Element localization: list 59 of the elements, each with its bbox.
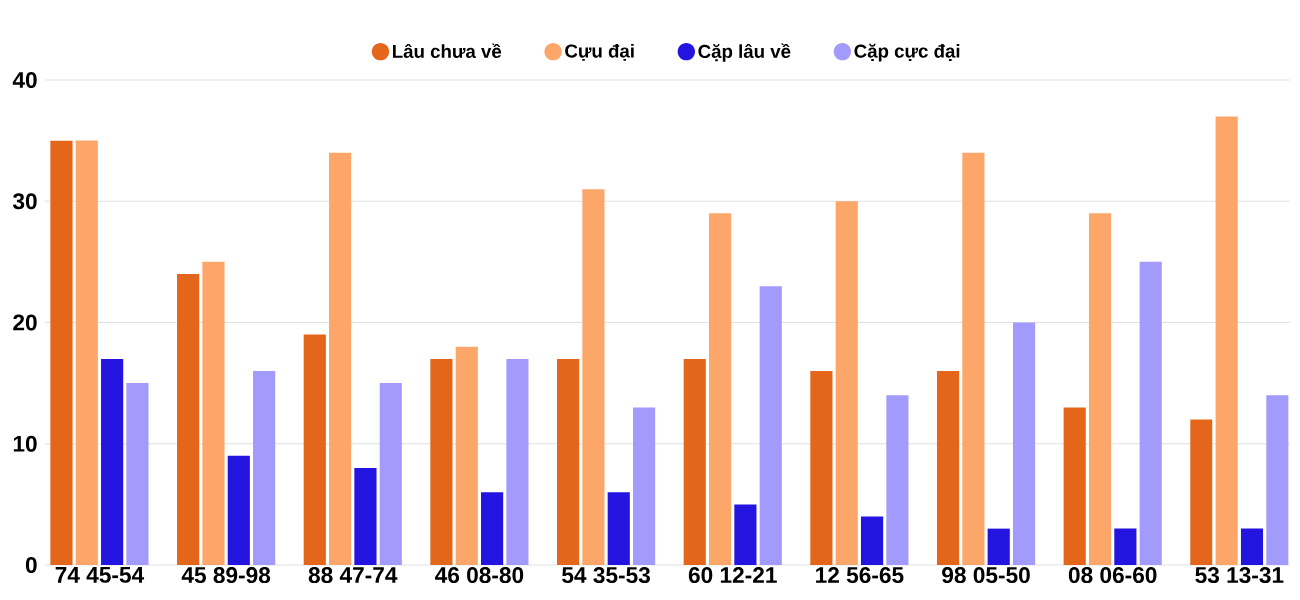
bar bbox=[1012, 322, 1036, 565]
legend-label: Cặp cực đại bbox=[854, 43, 960, 62]
bar bbox=[354, 468, 377, 565]
bar bbox=[1190, 419, 1213, 565]
x-tick-label: 08 06-60 bbox=[1068, 567, 1157, 584]
y-tick-label: 0 bbox=[25, 556, 37, 574]
legend-label: Cựu đại bbox=[565, 43, 634, 61]
legend-label: Cặp lâu về bbox=[698, 43, 791, 62]
bar bbox=[75, 140, 98, 565]
x-tick-label: 46 08-80 bbox=[435, 567, 524, 584]
bar bbox=[303, 334, 326, 565]
y-tick-label: 10 bbox=[13, 435, 37, 452]
bar bbox=[759, 286, 782, 565]
x-tick-label: 54 35-53 bbox=[562, 567, 650, 584]
bar bbox=[506, 358, 529, 565]
bar bbox=[1139, 261, 1162, 565]
bar bbox=[202, 261, 225, 565]
bar bbox=[177, 274, 200, 565]
x-tick-label: 98 05-50 bbox=[942, 567, 1030, 584]
y-tick-label: 40 bbox=[12, 71, 37, 89]
bar bbox=[734, 504, 757, 565]
x-tick-label: 12 56-65 bbox=[816, 567, 904, 584]
legend-label: Lâu chưa về bbox=[393, 43, 502, 59]
bar bbox=[126, 383, 149, 565]
x-tick-label: 45 89-98 bbox=[181, 567, 271, 584]
bar bbox=[1266, 395, 1289, 565]
bar bbox=[607, 492, 630, 565]
bar bbox=[886, 395, 909, 565]
bar bbox=[253, 371, 276, 565]
bar bbox=[101, 358, 124, 565]
bar bbox=[987, 528, 1010, 565]
y-tick-label: 20 bbox=[13, 314, 37, 331]
bar bbox=[962, 152, 985, 565]
bar bbox=[329, 152, 352, 565]
bar bbox=[481, 492, 504, 565]
bar bbox=[557, 358, 580, 565]
bar bbox=[1240, 528, 1264, 565]
bar bbox=[633, 407, 656, 565]
bar bbox=[1114, 528, 1137, 565]
bar bbox=[683, 358, 706, 565]
bar bbox=[1088, 213, 1112, 565]
bar bbox=[1215, 116, 1238, 565]
bar bbox=[708, 213, 732, 565]
x-tick-label: 88 47-74 bbox=[308, 567, 398, 584]
bar bbox=[379, 383, 402, 565]
bar bbox=[810, 371, 833, 565]
bar bbox=[582, 189, 605, 565]
bar bbox=[50, 140, 73, 565]
x-tick-label: 74 45-54 bbox=[55, 567, 145, 583]
x-tick-label: 53 13-31 bbox=[1195, 567, 1284, 584]
x-tick-label: 60 12-21 bbox=[688, 567, 777, 584]
bar bbox=[430, 358, 453, 565]
y-tick-label: 30 bbox=[12, 193, 37, 210]
bar bbox=[860, 516, 884, 565]
bar bbox=[835, 201, 858, 565]
bar bbox=[227, 455, 250, 565]
bar bbox=[936, 371, 960, 565]
bar bbox=[1063, 407, 1086, 565]
bar bbox=[455, 346, 478, 565]
